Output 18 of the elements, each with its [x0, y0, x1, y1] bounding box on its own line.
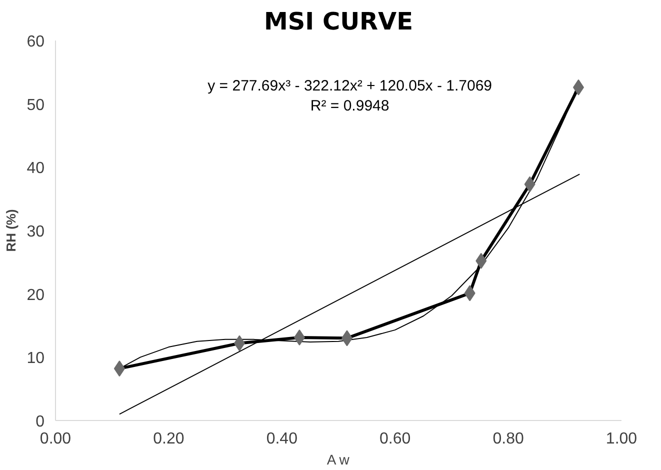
x-tick-label: 0.00 — [40, 430, 72, 448]
y-tick-label: 60 — [26, 34, 45, 50]
y-tick-label: 20 — [26, 286, 45, 304]
y-tick-label: 10 — [26, 350, 45, 368]
y-tick-label: 40 — [26, 160, 45, 178]
y-tick-label: 30 — [26, 224, 45, 240]
x-tick-label: 0.80 — [492, 430, 524, 448]
x-tick-label: 1.00 — [606, 430, 638, 448]
x-tick-label: 0.60 — [380, 430, 411, 448]
x-tick-label: 0.40 — [266, 430, 298, 448]
x-tick-label: 0.20 — [153, 430, 184, 448]
y-tick-label: 0 — [36, 414, 45, 430]
y-tick-label: 50 — [26, 96, 45, 114]
x-axis-title: A w — [326, 452, 350, 468]
y-axis-title: RH (%) — [4, 209, 19, 252]
annotation: y = 277.69x³ - 322.12x² + 120.05x - 1.7069 — [208, 77, 492, 94]
chart-title: MSI CURVE — [264, 8, 414, 36]
annotation: R² = 0.9948 — [310, 98, 390, 115]
